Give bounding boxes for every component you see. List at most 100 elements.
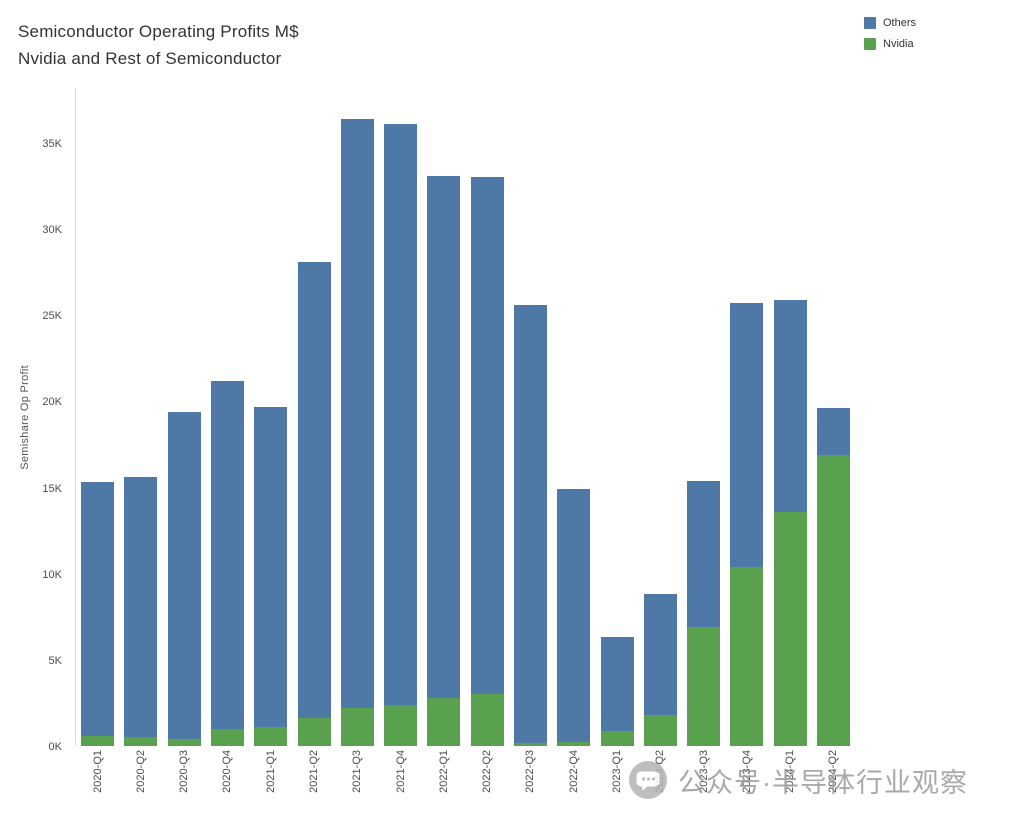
bar-2022-Q4[interactable] xyxy=(557,489,591,746)
bar-2020-Q1[interactable] xyxy=(81,482,115,746)
bar-segment-nvidia[interactable] xyxy=(254,727,288,746)
legend-item-nvidia[interactable]: Nvidia xyxy=(864,33,916,54)
bar-segment-nvidia[interactable] xyxy=(730,566,764,746)
legend: Others Nvidia xyxy=(864,12,916,54)
y-axis-line xyxy=(75,88,76,746)
bar-segment-others[interactable] xyxy=(297,261,331,719)
bar-segment-nvidia[interactable] xyxy=(297,718,331,746)
bar-slot xyxy=(249,88,292,746)
bar-segment-nvidia[interactable] xyxy=(427,697,461,746)
x-tick-label: 2020-Q2 xyxy=(134,750,147,793)
x-tick-slot: 2022-Q2 xyxy=(466,750,509,828)
bar-segment-nvidia[interactable] xyxy=(210,728,244,746)
bar-segment-nvidia[interactable] xyxy=(643,715,677,746)
bar-2020-Q4[interactable] xyxy=(210,380,244,746)
bar-2022-Q2[interactable] xyxy=(470,177,504,746)
y-tick-label: 20K xyxy=(42,396,62,409)
bar-slot xyxy=(163,88,206,746)
bar-2023-Q4[interactable] xyxy=(730,303,764,746)
watermark-text: 公众号·半导体行业观察 xyxy=(678,767,968,798)
x-tick-slot: 2021-Q4 xyxy=(379,750,422,828)
bar-segment-nvidia[interactable] xyxy=(773,511,807,746)
bar-segment-nvidia[interactable] xyxy=(557,741,591,746)
bar-slot xyxy=(812,88,855,746)
bar-2021-Q1[interactable] xyxy=(254,406,288,746)
bar-slot xyxy=(552,88,595,746)
x-tick-slot: 2022-Q4 xyxy=(552,750,595,828)
bar-2024-Q1[interactable] xyxy=(773,299,807,746)
watermark: 公众号·半导体行业观察 xyxy=(628,760,968,800)
bar-2023-Q2[interactable] xyxy=(643,594,677,746)
y-tick-label: 5K xyxy=(48,654,62,667)
bar-segment-nvidia[interactable] xyxy=(470,694,504,746)
bar-slot xyxy=(639,88,682,746)
y-tick-label: 35K xyxy=(42,138,62,150)
bar-2021-Q3[interactable] xyxy=(340,118,374,746)
x-tick-slot: 2021-Q3 xyxy=(336,750,379,828)
bar-segment-nvidia[interactable] xyxy=(340,708,374,746)
x-tick-label: 2022-Q1 xyxy=(437,750,450,793)
bar-segment-nvidia[interactable] xyxy=(384,704,418,746)
bar-slot xyxy=(466,88,509,746)
chart-title: Semiconductor Operating Profits M$ xyxy=(18,22,299,41)
bar-segment-others[interactable] xyxy=(167,411,201,740)
x-tick-label: 2023-Q1 xyxy=(611,750,624,793)
legend-label-nvidia: Nvidia xyxy=(883,37,914,50)
bar-segment-others[interactable] xyxy=(384,124,418,705)
x-tick-slot: 2022-Q3 xyxy=(509,750,552,828)
legend-item-others[interactable]: Others xyxy=(864,12,916,33)
bar-slot xyxy=(509,88,552,746)
bar-segment-others[interactable] xyxy=(730,303,764,567)
bar-segment-others[interactable] xyxy=(427,175,461,698)
bar-segment-others[interactable] xyxy=(687,480,721,628)
bar-2023-Q1[interactable] xyxy=(600,637,634,746)
bar-2023-Q3[interactable] xyxy=(687,480,721,746)
bar-segment-others[interactable] xyxy=(124,477,158,737)
bar-slot xyxy=(769,88,812,746)
y-tick-label: 0K xyxy=(48,741,62,753)
bar-segment-others[interactable] xyxy=(643,594,677,715)
bar-2022-Q1[interactable] xyxy=(427,175,461,746)
bar-segment-nvidia[interactable] xyxy=(124,736,158,746)
bar-slot xyxy=(595,88,638,746)
x-tick-slot: 2020-Q1 xyxy=(76,750,119,828)
chart-subtitle: Nvidia and Rest of Semiconductor xyxy=(18,49,282,68)
bar-slot xyxy=(379,88,422,746)
bar-segment-others[interactable] xyxy=(513,304,547,744)
x-tick-label: 2022-Q3 xyxy=(524,750,537,793)
plot-area xyxy=(76,88,855,746)
x-tick-label: 2021-Q3 xyxy=(351,750,364,793)
bar-segment-others[interactable] xyxy=(254,406,288,728)
bar-segment-others[interactable] xyxy=(210,380,244,729)
bar-slot xyxy=(336,88,379,746)
bar-segment-nvidia[interactable] xyxy=(600,730,634,746)
bar-segment-nvidia[interactable] xyxy=(816,454,850,746)
bar-segment-others[interactable] xyxy=(81,482,115,736)
x-tick-label: 2021-Q2 xyxy=(308,750,321,793)
bar-slot xyxy=(422,88,465,746)
bar-2020-Q3[interactable] xyxy=(167,411,201,746)
bar-2020-Q2[interactable] xyxy=(124,477,158,746)
bar-segment-others[interactable] xyxy=(470,177,504,695)
bar-slot xyxy=(119,88,162,746)
bar-segment-nvidia[interactable] xyxy=(167,739,201,746)
bar-2022-Q3[interactable] xyxy=(513,304,547,746)
bar-segment-others[interactable] xyxy=(816,408,850,455)
bar-segment-others[interactable] xyxy=(340,118,374,709)
x-tick-slot: 2020-Q4 xyxy=(206,750,249,828)
bar-segment-nvidia[interactable] xyxy=(513,743,547,746)
y-tick-label: 15K xyxy=(42,482,62,495)
bar-2024-Q2[interactable] xyxy=(816,408,850,746)
bar-segment-others[interactable] xyxy=(773,299,807,512)
bar-2021-Q2[interactable] xyxy=(297,261,331,746)
bar-segment-others[interactable] xyxy=(600,637,634,731)
x-tick-slot: 2020-Q2 xyxy=(119,750,162,828)
bar-segment-nvidia[interactable] xyxy=(81,735,115,746)
bar-segment-others[interactable] xyxy=(557,489,591,742)
bar-slot xyxy=(725,88,768,746)
x-tick-slot: 2021-Q1 xyxy=(249,750,292,828)
x-tick-label: 2022-Q2 xyxy=(481,750,494,793)
x-tick-slot: 2020-Q3 xyxy=(163,750,206,828)
bar-2021-Q4[interactable] xyxy=(384,124,418,746)
bar-segment-nvidia[interactable] xyxy=(687,627,721,746)
